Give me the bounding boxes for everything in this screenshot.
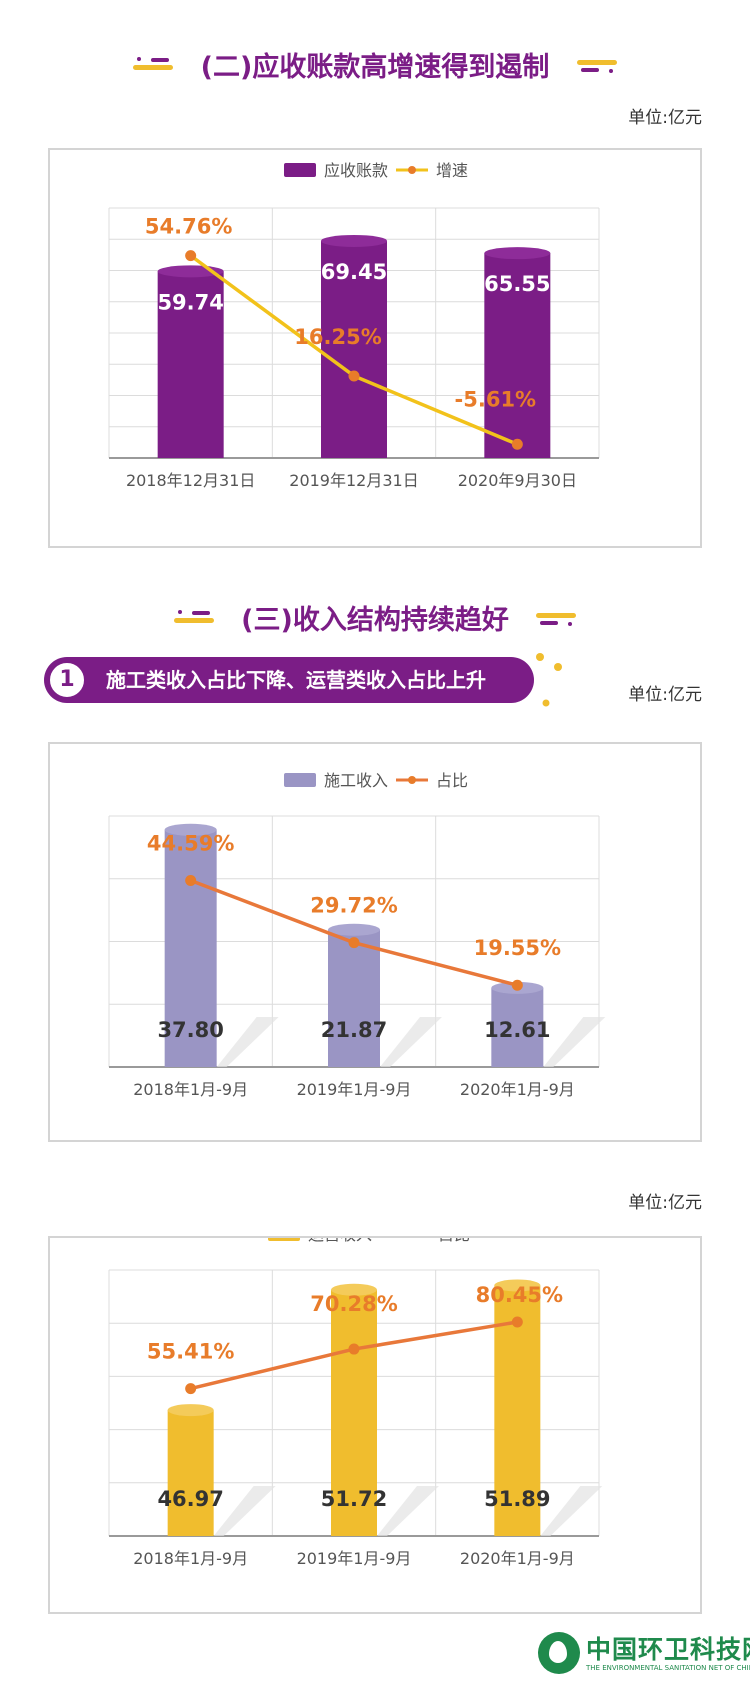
banner-number: 1 xyxy=(48,661,86,699)
line-point xyxy=(348,1343,360,1355)
legend-label-bar: 应收账款 xyxy=(324,161,388,180)
logo-text: 中国环卫科技网 xyxy=(586,1635,750,1664)
banner-dots-decoration xyxy=(536,653,562,707)
chart-receivables: 应收账款 增速 59.74 2018年12月31日 69.45 2019年12月31日 65… xyxy=(108,161,600,490)
bar-shadow xyxy=(380,1017,442,1067)
title-right-decoration xyxy=(536,612,577,626)
line-point xyxy=(511,979,523,991)
legend-label-line: 占比 xyxy=(436,771,468,790)
bar-shadow xyxy=(543,1017,606,1067)
x-tick-label: 2019年1月-9月 xyxy=(297,1080,412,1099)
line-point xyxy=(185,874,197,886)
line-value-label: 54.76% xyxy=(145,215,232,239)
x-tick-label: 2018年1月-9月 xyxy=(133,1080,248,1099)
legend-label-line: 增速 xyxy=(436,161,468,180)
title-right-decoration xyxy=(576,59,617,73)
chart-panel-operation: 运营收入 占比 46.97 2018年1月-9月 51.72 2019年1月-9月 51.8… xyxy=(48,1236,702,1614)
bar-cap xyxy=(331,1283,377,1296)
bar xyxy=(321,240,387,458)
bar-cap xyxy=(164,823,217,836)
x-tick-label: 2018年12月31日 xyxy=(126,471,255,490)
x-tick-label: 2020年1月-9月 xyxy=(460,1080,575,1099)
unit-label: 单位:亿元 xyxy=(628,108,702,128)
bar xyxy=(331,1289,377,1536)
line-point xyxy=(185,250,197,262)
line-point xyxy=(348,370,360,382)
banner-bar xyxy=(44,657,534,703)
line-value-label: 16.25% xyxy=(294,325,381,349)
bar-value-label: 51.89 xyxy=(484,1487,550,1511)
line-value-label: 80.45% xyxy=(476,1283,563,1307)
x-tick-label: 2019年12月31日 xyxy=(289,471,418,490)
bar-cap xyxy=(494,1279,541,1292)
section-title-income-structure: (三)收入结构持续趋好 xyxy=(0,598,750,637)
line-value-label: 44.59% xyxy=(147,831,234,855)
chart-panel-construction: 施工收入 占比 37.80 2018年1月-9月 21.87 2019年1月-9月 12.6… xyxy=(48,742,702,1142)
legend-marker xyxy=(408,776,416,784)
bar xyxy=(164,829,217,1067)
line-value-label: 19.55% xyxy=(474,936,561,960)
bar-cap xyxy=(167,1404,214,1417)
logo-icon xyxy=(538,1632,580,1674)
bar-value-label: 51.72 xyxy=(321,1487,387,1511)
section-title-text: (二)应收账款高增速得到遏制 xyxy=(200,52,550,83)
bar-value-label: 46.97 xyxy=(157,1487,223,1511)
legend-label-bar: 运营收入 xyxy=(308,1238,372,1244)
x-tick-label: 2018年1月-9月 xyxy=(133,1549,248,1568)
bar-shadow xyxy=(213,1486,276,1536)
x-tick-label: 2020年1月-9月 xyxy=(460,1549,575,1568)
line-point xyxy=(348,937,360,949)
bar xyxy=(484,253,551,458)
legend-swatch-bar xyxy=(284,773,316,787)
bar-shadow xyxy=(377,1486,439,1536)
bar-value-label: 69.45 xyxy=(321,260,387,284)
subsection-banner: 1 施工类收入占比下降、运营类收入占比上升 xyxy=(44,653,562,707)
legend-marker xyxy=(408,166,416,174)
line-point xyxy=(185,1383,197,1395)
legend-swatch-bar xyxy=(268,1238,300,1241)
bar-value-label: 12.61 xyxy=(484,1018,550,1042)
bar-cap xyxy=(328,923,380,936)
x-tick-label: 2020年9月30日 xyxy=(458,471,577,490)
bar xyxy=(491,987,544,1067)
bar-value-label: 65.55 xyxy=(484,272,550,296)
chart-operation-income: 运营收入 占比 46.97 2018年1月-9月 51.72 2019年1月-9月 51.8… xyxy=(108,1238,603,1568)
x-tick-label: 2019年1月-9月 xyxy=(297,1549,412,1568)
line-point xyxy=(511,438,523,450)
chart-construction-income: 施工收入 占比 37.80 2018年1月-9月 21.87 2019年1月-9月 12.6… xyxy=(108,771,606,1099)
title-left-decoration xyxy=(173,609,214,623)
line-point xyxy=(511,1316,523,1328)
bar xyxy=(328,929,380,1067)
bar-value-label: 59.74 xyxy=(157,290,223,314)
unit-label: 单位:亿元 xyxy=(628,1193,702,1213)
line-value-label: 29.72% xyxy=(310,894,397,918)
unit-label: 单位:亿元 xyxy=(628,685,702,705)
banner-text: 施工类收入占比下降、运营类收入占比上升 xyxy=(106,668,486,692)
chart-panel-receivables: 应收账款 增速 59.74 2018年12月31日 69.45 2019年12月31日 65… xyxy=(48,148,702,548)
bar-shadow xyxy=(216,1017,279,1067)
legend-label-line: 占比 xyxy=(438,1238,470,1244)
logo-subtext: THE ENVIRONMENTAL SANITATION NET OF CHIN… xyxy=(586,1664,750,1672)
line-value-label: -5.61% xyxy=(455,387,537,411)
bar-value-label: 37.80 xyxy=(157,1018,223,1042)
section-title-text: (三)收入结构持续趋好 xyxy=(241,605,509,636)
line-value-label: 70.28% xyxy=(310,1292,397,1316)
bar xyxy=(157,271,224,458)
title-left-decoration xyxy=(133,56,174,70)
bar xyxy=(167,1410,214,1536)
section-title-receivables: (二)应收账款高增速得到遏制 xyxy=(0,45,750,84)
line-value-label: 55.41% xyxy=(147,1340,234,1364)
legend-label-bar: 施工收入 xyxy=(324,771,388,790)
legend-swatch-bar xyxy=(284,163,316,177)
bar-shadow xyxy=(540,1486,603,1536)
bar-cap xyxy=(321,234,387,247)
bar-cap xyxy=(484,247,551,260)
site-logo: 中国环卫科技网 THE ENVIRONMENTAL SANITATION NET… xyxy=(538,1630,750,1678)
bar-value-label: 21.87 xyxy=(321,1018,387,1042)
